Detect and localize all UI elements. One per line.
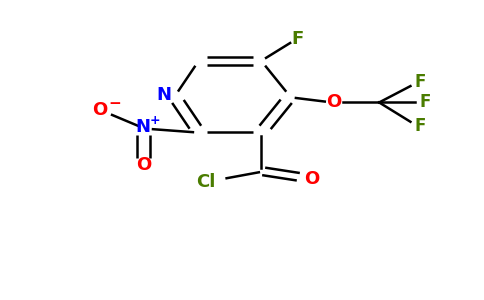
Text: O: O [326, 93, 341, 111]
Text: −: − [108, 95, 121, 110]
Text: O: O [136, 156, 151, 174]
Text: F: F [414, 117, 426, 135]
Text: F: F [414, 73, 426, 91]
Text: F: F [291, 29, 303, 47]
Text: N: N [156, 86, 171, 104]
Text: +: + [150, 114, 161, 127]
Text: N: N [136, 118, 151, 136]
Text: O: O [304, 170, 319, 188]
Text: Cl: Cl [196, 173, 215, 191]
Text: O: O [92, 101, 107, 119]
Text: F: F [419, 93, 431, 111]
